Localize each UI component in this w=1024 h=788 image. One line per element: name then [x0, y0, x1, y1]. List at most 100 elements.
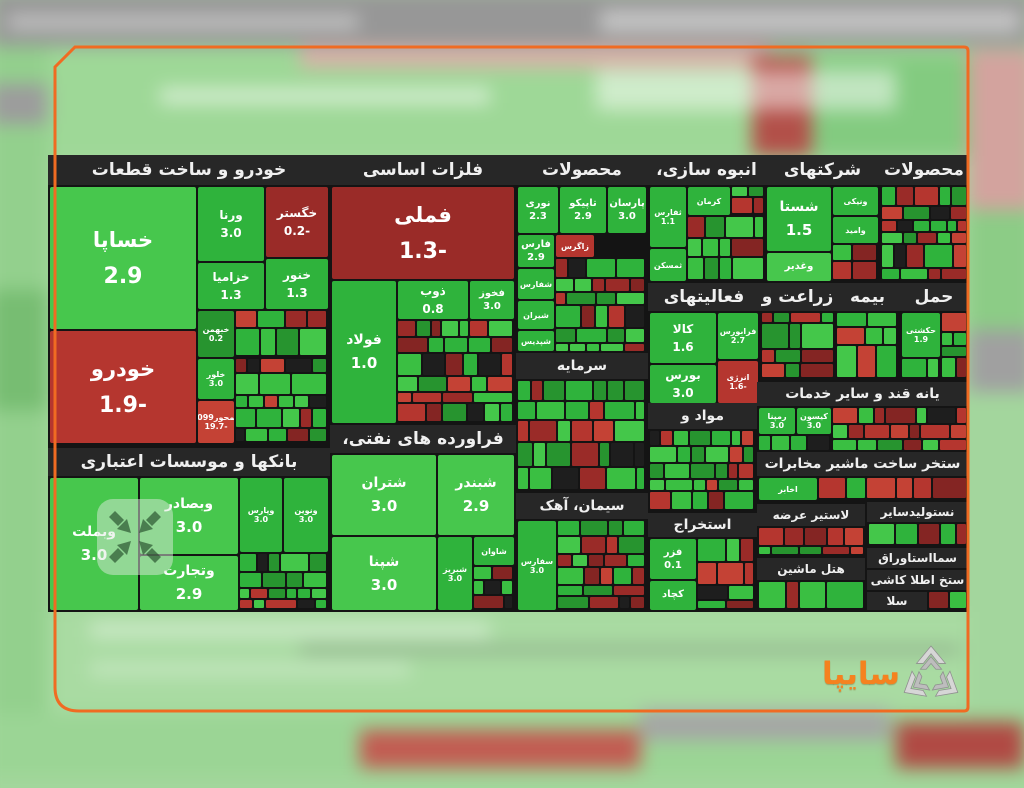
treemap-tile-small[interactable] [900, 269, 927, 279]
treemap-tile-small[interactable] [297, 599, 315, 608]
treemap-tile-small[interactable] [833, 424, 848, 439]
treemap-tile-small[interactable] [708, 492, 723, 509]
treemap-tile-small[interactable] [731, 431, 740, 446]
treemap-tile-small[interactable] [847, 478, 865, 498]
treemap-tile-small[interactable] [518, 467, 529, 489]
treemap-tile-small[interactable] [916, 408, 927, 423]
treemap-tile-small[interactable] [957, 357, 966, 377]
treemap-tile-small[interactable] [800, 363, 833, 377]
treemap-tile-small[interactable] [247, 359, 260, 372]
treemap-tile-small[interactable] [924, 245, 953, 268]
treemap-tile-small[interactable] [502, 580, 512, 594]
treemap-tile-small[interactable] [702, 239, 718, 256]
treemap-tile-small[interactable] [468, 338, 490, 353]
treemap-tile-small[interactable] [599, 442, 609, 466]
treemap-tile-small[interactable] [952, 233, 966, 244]
treemap-tile-small[interactable] [260, 329, 276, 355]
treemap-tile-small[interactable] [940, 440, 966, 450]
treemap-tile[interactable]: خمحور309919.7- [198, 401, 234, 443]
treemap-tile-small[interactable] [607, 537, 618, 553]
treemap-tile-small[interactable] [717, 562, 743, 584]
treemap-tile-small[interactable] [556, 329, 575, 342]
treemap-tile-small[interactable] [950, 206, 966, 219]
treemap-tile-small[interactable] [724, 492, 753, 509]
treemap-tile-small[interactable] [269, 428, 287, 441]
treemap-tile-small[interactable] [558, 537, 580, 553]
treemap-tile-small[interactable] [260, 373, 291, 394]
treemap-tile-small[interactable] [572, 554, 588, 567]
treemap-tile-small[interactable] [753, 197, 763, 213]
treemap-tile-small[interactable] [650, 480, 664, 491]
treemap-tile-small[interactable] [833, 440, 857, 450]
treemap-tile-small[interactable] [921, 424, 950, 439]
treemap-tile-small[interactable] [593, 381, 607, 400]
treemap-tile-small[interactable] [941, 524, 956, 544]
treemap-tile-small[interactable] [876, 345, 896, 377]
treemap-tile-small[interactable] [240, 588, 250, 598]
treemap-tile-small[interactable] [261, 359, 285, 372]
treemap-tile-small[interactable] [762, 324, 789, 349]
treemap-tile-small[interactable] [732, 187, 748, 196]
treemap-tile-small[interactable] [236, 409, 256, 427]
treemap-tile-small[interactable] [744, 562, 753, 584]
treemap-tile[interactable]: خودرو 1.9- [50, 331, 196, 443]
treemap-tile-small[interactable] [312, 359, 326, 372]
treemap-tile-small[interactable] [719, 480, 738, 491]
treemap-tile-small[interactable] [248, 395, 263, 408]
treemap-tile-small[interactable] [581, 306, 595, 328]
treemap-tile-small[interactable] [518, 401, 535, 419]
treemap-tile-small[interactable] [822, 546, 849, 554]
treemap-tile-small[interactable] [660, 431, 673, 446]
treemap-tile-small[interactable] [581, 537, 606, 553]
treemap-tile-small[interactable] [240, 599, 252, 608]
treemap-tile-small[interactable] [552, 467, 579, 489]
treemap-tile-small[interactable] [837, 313, 867, 327]
treemap-tile[interactable]: شفارس [518, 269, 554, 299]
treemap-tile-small[interactable] [882, 206, 903, 219]
treemap-tile-small[interactable] [928, 269, 941, 279]
treemap-tile-small[interactable] [253, 599, 265, 608]
treemap-tile-small[interactable] [286, 573, 303, 587]
treemap-tile-small[interactable] [731, 239, 763, 256]
treemap-tile-small[interactable] [431, 321, 440, 337]
treemap-tile-small[interactable] [459, 321, 469, 337]
treemap-tile-small[interactable] [728, 464, 738, 479]
treemap-tile-small[interactable] [837, 328, 865, 344]
treemap-tile-small[interactable] [547, 442, 570, 466]
treemap-tile-small[interactable] [938, 233, 951, 244]
treemap-tile-small[interactable] [236, 395, 247, 408]
treemap-tile-small[interactable] [650, 431, 659, 446]
treemap-tile[interactable]: فزر 0.1 [650, 539, 696, 579]
treemap-tile-small[interactable] [688, 217, 705, 238]
treemap-tile-small[interactable] [262, 573, 285, 587]
treemap-tile-small[interactable] [316, 599, 326, 608]
treemap-tile-small[interactable] [445, 354, 463, 375]
treemap-tile-small[interactable] [942, 313, 966, 331]
treemap-tile[interactable]: حکشتی 1.9 [902, 313, 940, 357]
treemap-tile-small[interactable] [632, 568, 644, 584]
treemap-tile-small[interactable] [942, 357, 956, 377]
treemap-tile-small[interactable] [910, 424, 920, 439]
treemap-tile-small[interactable] [630, 279, 644, 292]
treemap-tile-small[interactable] [698, 600, 726, 608]
treemap-tile-small[interactable] [299, 329, 326, 355]
treemap-tile-small[interactable] [947, 220, 956, 232]
treemap-tile-small[interactable] [297, 588, 310, 598]
treemap-tile-small[interactable] [807, 436, 829, 450]
treemap-tile-small[interactable] [882, 233, 902, 244]
treemap-tile[interactable]: ثفارس 1.1 [650, 187, 686, 247]
treemap-tile-small[interactable] [728, 585, 753, 599]
treemap-tile-small[interactable] [310, 428, 326, 441]
treemap-tile-small[interactable] [894, 245, 906, 268]
treemap-tile-small[interactable] [426, 403, 442, 421]
treemap-tile-small[interactable] [584, 568, 600, 584]
treemap-tile-small[interactable] [625, 306, 644, 328]
treemap-tile-small[interactable] [606, 279, 629, 292]
treemap-tile-small[interactable] [833, 261, 851, 279]
treemap-tile[interactable]: وپارس 3.0 [240, 478, 282, 552]
treemap-tile-small[interactable] [805, 528, 827, 545]
treemap-tile-small[interactable] [762, 350, 775, 362]
treemap-tile-small[interactable] [933, 478, 966, 498]
treemap-tile[interactable]: شاوان [474, 537, 514, 565]
treemap-tile-small[interactable] [240, 554, 256, 572]
